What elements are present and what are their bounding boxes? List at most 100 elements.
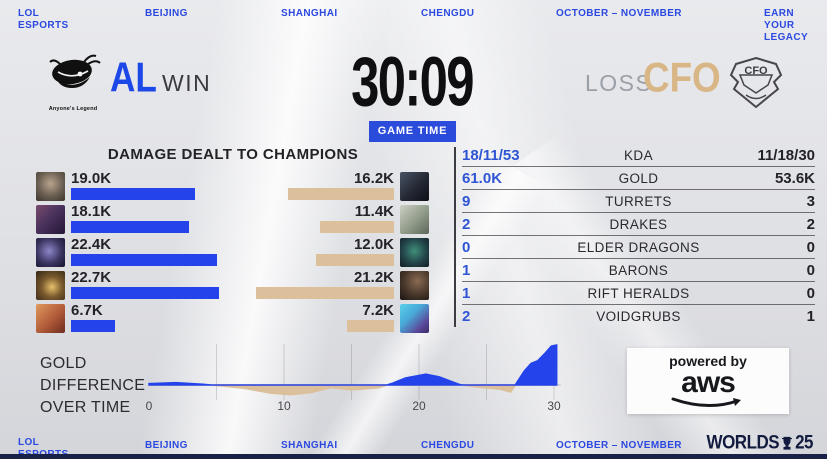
champion-portrait-cfo-1 (400, 172, 429, 201)
stat-al-value: 18/11/53 (462, 146, 520, 164)
stats-divider-line (454, 147, 456, 327)
topbar-chengdu: CHENGDU (421, 8, 475, 19)
stat-al-value: 9 (462, 192, 471, 210)
topbar-beijing: BEIJING (145, 8, 188, 19)
damage-bar (71, 320, 115, 332)
gold-difference-chart: 0 10 20 30 (146, 344, 561, 413)
damage-value: 19.0K (71, 170, 112, 187)
damage-row: 18.1K 11.4K (36, 204, 429, 237)
stat-al-value: 2 (462, 215, 471, 233)
stats-row-barons: 1 BARONS 0 (462, 259, 815, 282)
stats-row-voidgrubs: 2 VOIDGRUBS 1 (462, 305, 815, 328)
stat-label: RIFT HERALDS (587, 285, 690, 301)
damage-value: 7.2K (362, 302, 394, 319)
stat-cfo-value: 11/18/30 (757, 146, 815, 164)
worlds-year-text: 25 (795, 431, 813, 454)
gold-diff-label: GOLD DIFFERENCE OVER TIME (40, 353, 145, 419)
worlds-trophy-icon (782, 436, 793, 450)
stat-cfo-value: 3 (806, 192, 815, 210)
game-time-badge: GAME TIME (369, 121, 456, 142)
stat-al-value: 1 (462, 261, 471, 279)
result-loss-label: LOSS (585, 70, 653, 96)
damage-value: 22.7K (71, 269, 112, 286)
damage-value: 18.1K (71, 203, 112, 220)
stat-al-value: 61.0K (462, 169, 503, 187)
stat-al-value: 2 (462, 308, 471, 325)
svg-text:0: 0 (146, 399, 153, 413)
stats-row-drakes: 2 DRAKES 2 (462, 213, 815, 236)
al-fish-icon (49, 54, 101, 88)
damage-bar (71, 188, 195, 200)
damage-row: 19.0K 16.2K (36, 171, 429, 204)
stat-label: VOIDGRUBS (596, 309, 681, 324)
stat-label: BARONS (608, 262, 669, 278)
damage-bar (288, 188, 394, 200)
team-cfo-logo: CFO (726, 55, 786, 116)
svg-text:30: 30 (547, 399, 561, 413)
damage-bar (320, 221, 394, 233)
stats-table: 18/11/53 KDA 11/18/30 61.0K GOLD 53.6K 9… (462, 144, 815, 328)
stats-row-gold: 61.0K GOLD 53.6K (462, 167, 815, 190)
champion-portrait-al-4 (36, 271, 65, 300)
bottombar-beijing: BEIJING (145, 440, 188, 451)
stat-cfo-value: 0 (806, 284, 815, 302)
damage-bar (347, 320, 394, 332)
champion-portrait-cfo-2 (400, 205, 429, 234)
damage-bar (256, 287, 394, 299)
champion-portrait-al-3 (36, 238, 65, 267)
damage-rows: 19.0K 16.2K 18.1K 11.4K 22.4K 12.0K 22.7… (36, 171, 429, 336)
damage-bar (71, 221, 189, 233)
damage-value: 6.7K (71, 302, 103, 319)
aws-smile-icon (671, 397, 741, 407)
topbar-dates: OCTOBER – NOVEMBER (556, 8, 682, 19)
stat-label: GOLD (618, 170, 659, 186)
damage-value: 12.0K (353, 236, 394, 253)
stat-al-value: 1 (462, 284, 471, 302)
aws-sponsor-box: powered by aws (627, 348, 789, 414)
worlds-25-logo: WORLDS 25 (706, 431, 814, 454)
gold-diff-label-line: OVER TIME (40, 399, 131, 416)
champion-portrait-al-5 (36, 304, 65, 333)
worlds-text: WORLDS (706, 431, 780, 454)
powered-by-label: powered by (669, 352, 747, 369)
damage-row: 22.7K 21.2K (36, 270, 429, 303)
stats-row-rift-heralds: 1 RIFT HERALDS 0 (462, 282, 815, 305)
stat-label: TURRETS (605, 193, 672, 209)
damage-bar (316, 254, 394, 266)
team-al-name: Anyone's Legend (48, 106, 98, 112)
cfo-shield-icon: CFO (729, 56, 783, 109)
svg-text:20: 20 (412, 399, 426, 413)
champion-portrait-cfo-4 (400, 271, 429, 300)
topbar-lol-esports: LOL ESPORTS (18, 8, 69, 31)
stats-row-elder-dragons: 0 ELDER DRAGONS 0 (462, 236, 815, 259)
stat-cfo-value: 1 (806, 308, 815, 325)
bottom-navy-strip (0, 454, 827, 459)
champion-portrait-cfo-5 (400, 304, 429, 333)
stat-cfo-value: 0 (806, 238, 815, 256)
champion-portrait-al-1 (36, 172, 65, 201)
gold-diff-label-line: DIFFERENCE (40, 377, 146, 394)
stat-label: KDA (624, 147, 653, 163)
svg-text:CFO: CFO (744, 65, 768, 77)
game-timer: 30:09 (351, 43, 474, 122)
damage-value: 11.4K (354, 203, 394, 220)
stat-label: DRAKES (609, 216, 668, 232)
damage-bar (71, 287, 219, 299)
stat-al-value: 0 (462, 238, 471, 256)
stat-cfo-value: 53.6K (774, 169, 815, 187)
bottombar-shanghai: SHANGHAI (281, 440, 338, 451)
damage-value: 21.2K (353, 269, 394, 286)
damage-row: 22.4K 12.0K (36, 237, 429, 270)
champion-portrait-al-2 (36, 205, 65, 234)
gold-diff-label-line: GOLD (40, 355, 87, 372)
result-win-label: WIN (162, 70, 212, 96)
stat-cfo-value: 2 (806, 215, 815, 233)
damage-value: 16.2K (353, 170, 394, 187)
team-cfo-abbr: CFO (643, 54, 721, 102)
stats-row-kda: 18/11/53 KDA 11/18/30 (462, 144, 815, 167)
team-al-abbr: AL (110, 54, 157, 102)
topbar-shanghai: SHANGHAI (281, 8, 338, 19)
svg-text:10: 10 (277, 399, 291, 413)
stat-label: ELDER DRAGONS (577, 239, 700, 255)
